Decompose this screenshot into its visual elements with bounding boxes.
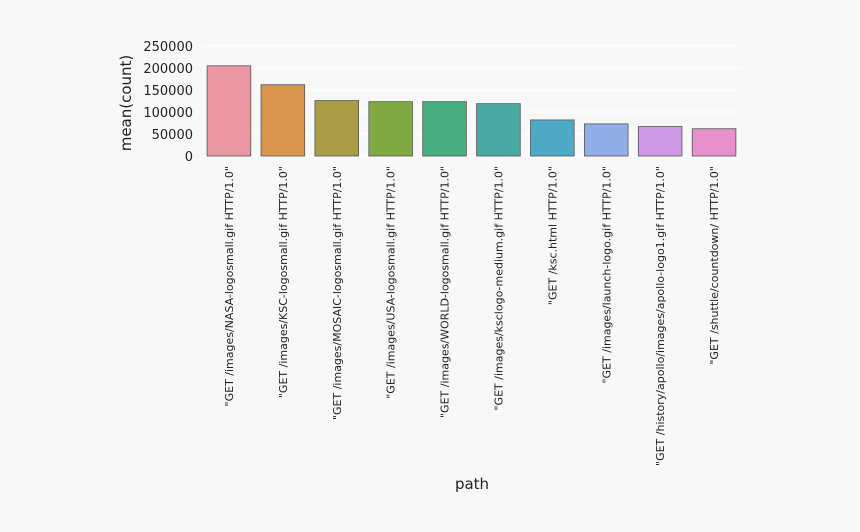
- x-tick-label: "GET /images/USA-logosmall.gif HTTP/1.0": [385, 166, 398, 399]
- bars: [206, 65, 737, 157]
- y-tick-label: 150000: [143, 84, 193, 99]
- y-tick-label: 0: [185, 150, 193, 165]
- x-tick-label: "GET /images/ksclogo-medium.gif HTTP/1.0…: [492, 166, 505, 411]
- bar: [637, 126, 683, 157]
- bar: [584, 123, 629, 157]
- bar: [476, 103, 521, 157]
- x-axis-label: path: [455, 475, 489, 493]
- y-tick-label: 250000: [143, 40, 193, 55]
- x-tick-label: "GET /history/apollo/images/apollo-logo1…: [654, 166, 667, 466]
- y-axis-ticks: 0 50000 100000 150000 200000 250000: [143, 40, 193, 165]
- bar: [530, 119, 575, 157]
- y-tick-label: 100000: [143, 106, 193, 121]
- x-tick-label: "GET /images/NASA-logosmall.gif HTTP/1.0…: [223, 166, 236, 406]
- x-tick-label: "GET /ksc.html HTTP/1.0": [546, 166, 559, 305]
- bar: [691, 128, 737, 157]
- x-tick-label: "GET /images/KSC-logosmall.gif HTTP/1.0": [277, 166, 290, 398]
- bar: [422, 101, 467, 157]
- x-tick-label: "GET /images/launch-logo.gif HTTP/1.0": [600, 166, 613, 384]
- bar: [260, 84, 306, 157]
- bar: [314, 100, 359, 157]
- y-tick-label: 200000: [143, 62, 193, 77]
- x-axis-ticks: "GET /images/NASA-logosmall.gif HTTP/1.0…: [223, 166, 721, 466]
- x-tick-label: "GET /shuttle/countdown/ HTTP/1.0": [708, 166, 721, 365]
- y-tick-label: 50000: [152, 128, 193, 143]
- x-tick-label: "GET /images/WORLD-logosmall.gif HTTP/1.…: [439, 166, 452, 418]
- x-tick-label: "GET /images/MOSAIC-logosmall.gif HTTP/1…: [331, 166, 344, 420]
- bar: [206, 65, 252, 157]
- bar: [368, 101, 413, 157]
- y-axis-label: mean(count): [117, 55, 135, 152]
